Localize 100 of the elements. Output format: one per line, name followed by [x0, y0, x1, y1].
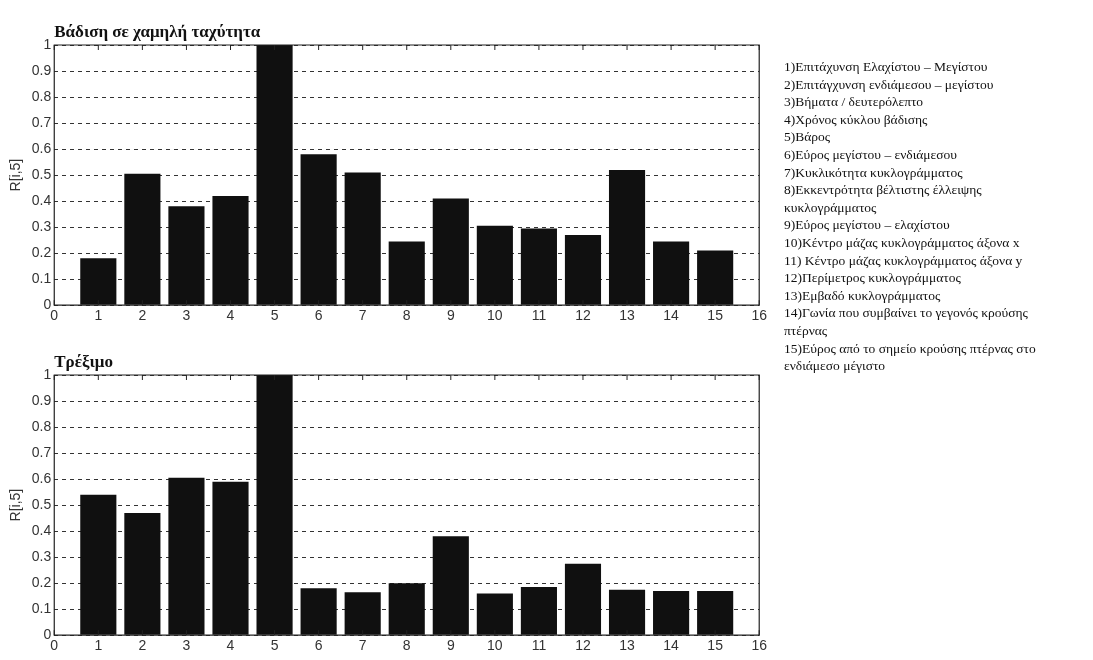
y-tick-label: 0.1 [31, 600, 52, 617]
y-axis-title: R[i,5] [7, 158, 24, 192]
text: 13)Εμβαδό κυκλογράμματος [784, 286, 942, 305]
y-tick-label: 0.1 [31, 270, 52, 287]
x-tick-label: 4 [226, 307, 235, 324]
x-tick-label: 1 [94, 637, 103, 654]
x-tick-label: 8 [402, 637, 411, 654]
y-tick-label: 0.2 [31, 244, 52, 261]
bar [697, 250, 734, 305]
y-tick-label: 0.2 [31, 574, 52, 591]
text: 8)Εκκεντρότητα βέλτιστης έλλειψης κυκλογράμματος [784, 181, 983, 217]
bar [388, 241, 425, 305]
bar [300, 588, 337, 635]
x-tick-label: 7 [358, 637, 367, 654]
y-tick-label: 0.5 [31, 495, 52, 512]
bar [432, 198, 469, 305]
bar [212, 195, 249, 305]
x-tick-label: 13 [619, 307, 636, 324]
x-tick-label: 1 [94, 307, 103, 324]
text: 2)Επιτάγχυνση ενδιάμεσου – μεγίστου [784, 75, 995, 94]
y-tick-label: 0.9 [31, 61, 52, 78]
bar [256, 375, 293, 635]
x-tick-label: 3 [182, 307, 191, 324]
bar [168, 477, 205, 635]
x-tick-label: 2 [138, 637, 147, 654]
text: 1)Επιτάχυνση Ελαχίστου – Μεγίστου [784, 58, 989, 76]
x-tick-label: 6 [314, 307, 323, 324]
chart-title: Τρέξιμο [54, 351, 113, 371]
x-tick-label: 4 [226, 637, 235, 654]
y-tick-label: 0 [43, 626, 52, 643]
x-tick-label: 15 [707, 307, 724, 324]
text: 5)Βάρος [784, 128, 832, 146]
text: 12)Περίμετρος κυκλογράμματος [784, 269, 962, 287]
x-tick-label: 14 [663, 307, 680, 324]
bar [653, 590, 690, 635]
x-tick-label: 9 [446, 307, 455, 324]
bar [256, 45, 293, 305]
x-tick-label: 7 [358, 307, 367, 324]
text: 10)Κέντρο μάζας κυκλογράμματος άξονα x [784, 233, 1021, 252]
x-tick-label: 15 [707, 637, 724, 654]
x-tick-label: 11 [531, 637, 547, 654]
bar [653, 241, 690, 305]
x-tick-label: 9 [446, 637, 455, 654]
x-tick-label: 12 [575, 637, 591, 654]
bar [80, 494, 117, 635]
y-tick-label: 0.5 [31, 165, 52, 182]
x-tick-label: 6 [314, 637, 323, 654]
y-tick-label: 0.4 [31, 521, 52, 538]
y-tick-label: 0.7 [31, 113, 52, 130]
y-tick-label: 0.6 [31, 139, 52, 156]
bar [608, 589, 646, 635]
x-tick-label: 5 [270, 307, 279, 324]
bar [520, 228, 557, 305]
bar [608, 169, 646, 305]
text: 6)Εύρος μεγίστου – ενδιάμεσου [784, 145, 958, 164]
bar [388, 583, 425, 635]
bar [344, 172, 381, 305]
x-tick-label: 3 [182, 637, 191, 654]
x-tick-label: 11 [531, 307, 547, 324]
y-tick-label: 0.6 [31, 469, 52, 486]
chart-title: Βάδιση σε χαμηλή ταχύτητα [54, 21, 261, 41]
y-tick-label: 0.3 [31, 548, 52, 564]
text: 14)Γωνία που συμβαίνει το γεγονός κρούσης πτέρνας [784, 304, 1029, 340]
bar [124, 173, 161, 305]
bar [476, 593, 513, 635]
bar [168, 206, 205, 305]
y-tick-label: 0.7 [31, 443, 52, 460]
y-tick-label: 0.8 [31, 87, 52, 104]
text: 4)Χρόνος κύκλου βάδισης [784, 110, 929, 129]
text: 11) Κέντρο μάζας κυκλογράμματος άξονα y [784, 251, 1024, 270]
bar [564, 234, 602, 305]
text: 9)Εύρος μεγίστου – ελαχίστου [784, 216, 951, 234]
y-tick-label: 1 [43, 365, 52, 382]
x-tick-label: 12 [575, 307, 591, 324]
bar [697, 590, 734, 635]
bar [300, 154, 337, 305]
x-tick-label: 10 [487, 637, 503, 654]
y-tick-label: 0.4 [31, 191, 52, 208]
x-tick-label: 10 [487, 307, 503, 324]
bar [124, 512, 161, 635]
x-tick-label: 13 [619, 637, 636, 654]
bar [476, 225, 513, 305]
x-tick-label: 5 [270, 637, 279, 654]
y-tick-label: 0.3 [31, 218, 52, 234]
bar [212, 481, 249, 635]
x-tick-label: 16 [751, 637, 768, 654]
bar [344, 592, 381, 635]
bar [80, 258, 117, 305]
x-tick-label: 8 [402, 307, 411, 324]
y-tick-label: 0.8 [31, 417, 52, 434]
y-tick-label: 1 [43, 35, 52, 52]
bar [432, 536, 469, 635]
bar [564, 563, 602, 635]
y-tick-label: 0 [43, 296, 52, 313]
x-tick-label: 16 [751, 307, 768, 324]
y-axis-title: R[i,5] [7, 488, 24, 522]
y-tick-label: 0.9 [31, 391, 52, 408]
text: 3)Βήματα / δευτερόλεπτο [784, 93, 925, 111]
text: 7)Κυκλικότητα κυκλογράμματος [784, 163, 964, 182]
bar [520, 587, 557, 635]
